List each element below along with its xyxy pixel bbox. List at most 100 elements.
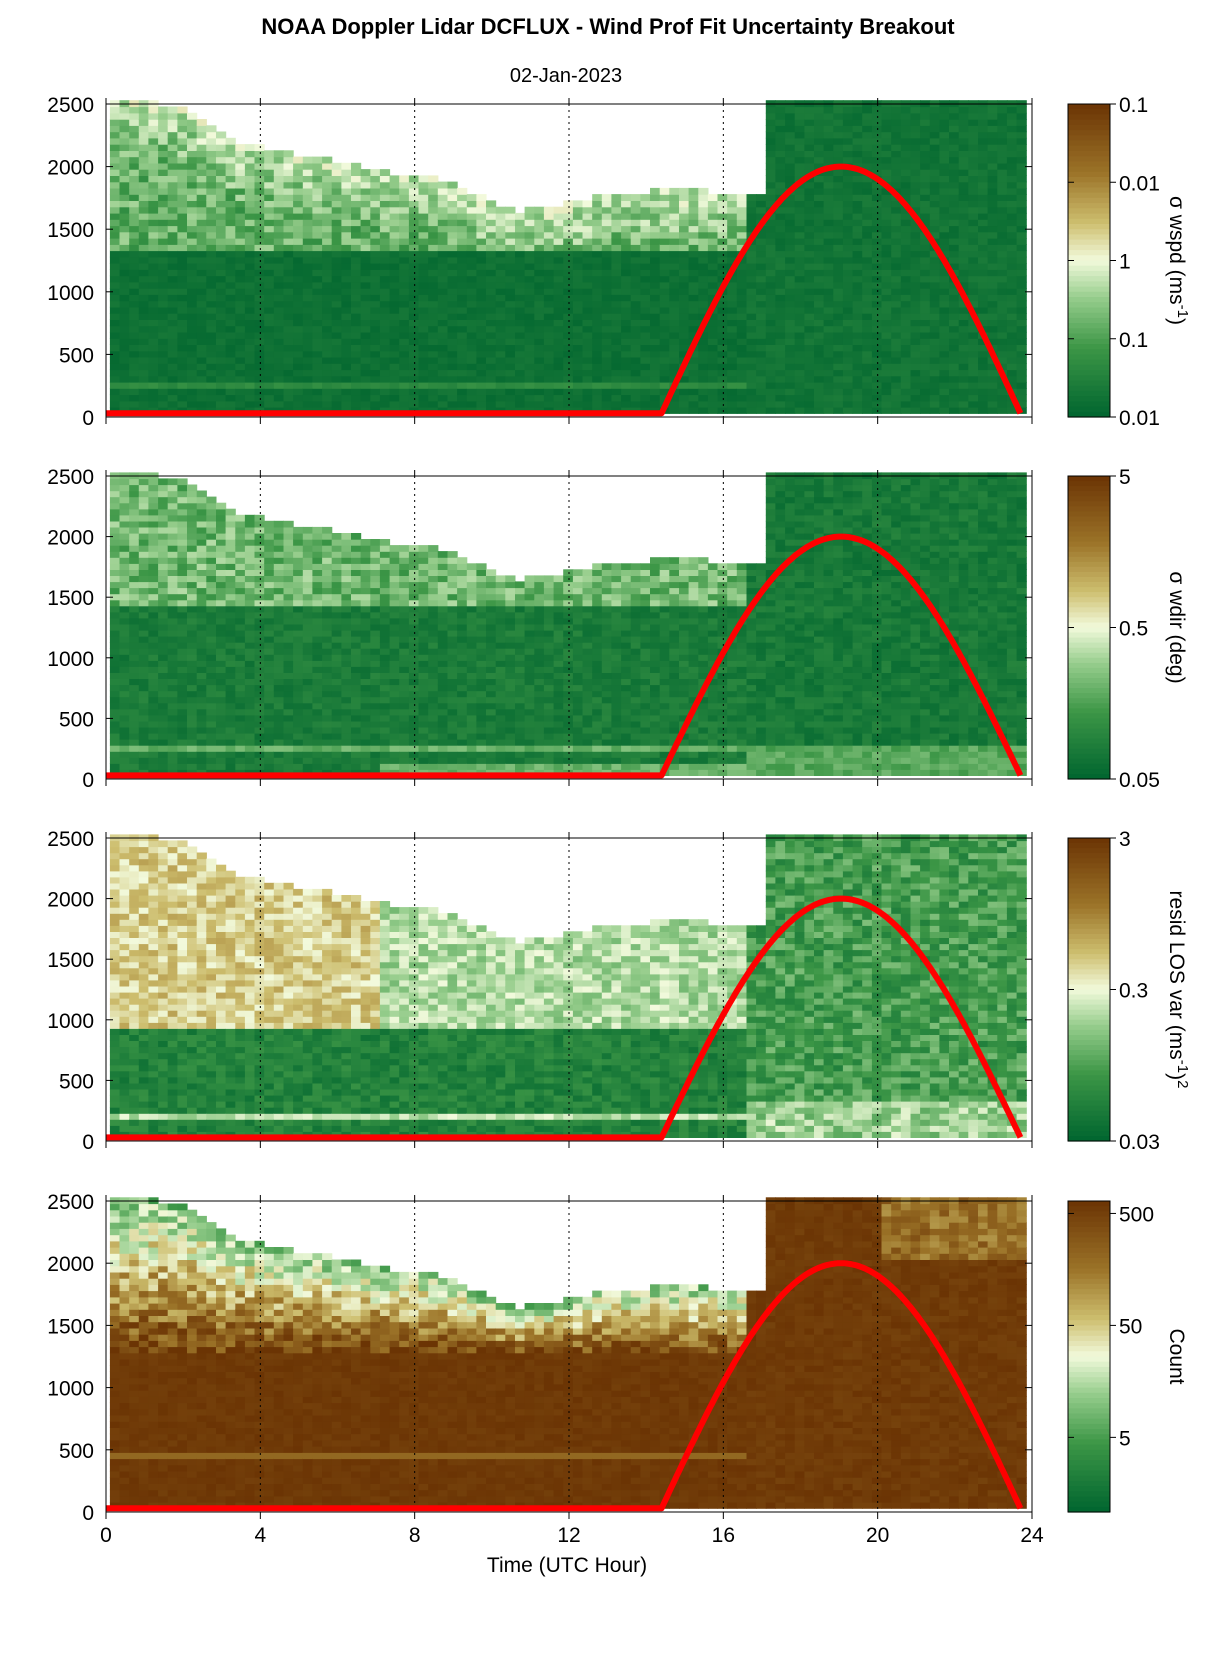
heatmap-cell [109,599,121,607]
heatmap-cell [331,219,342,227]
heatmap-cell [679,344,690,352]
colorbar-label: σ wspd (ms-1) [1165,196,1192,325]
heatmap-cell [351,200,362,208]
heatmap-cell [273,581,284,589]
heatmap-cell [264,313,275,320]
heatmap-cell [881,231,892,239]
heatmap-cell [235,338,246,345]
heatmap-cell [312,162,323,170]
heatmap-cell [679,338,690,345]
heatmap-cell [987,119,998,126]
heatmap-cell [659,281,670,289]
heatmap-cell [543,388,555,396]
heatmap-cell [158,720,169,728]
heatmap-cell [293,162,304,170]
heatmap-cell [196,231,207,239]
heatmap-cell [216,587,227,595]
heatmap-cell [129,344,140,352]
heatmap-cell [389,225,400,233]
heatmap-cell [997,125,1008,133]
heatmap-cell [698,281,709,289]
heatmap-cell [158,206,169,214]
heatmap-cell [794,125,805,133]
heatmap-cell [216,244,227,252]
heatmap-cell [167,654,178,661]
heatmap-cell [630,338,641,345]
heatmap-cell [756,288,767,295]
heatmap-cell [225,281,236,289]
heatmap-cell [978,356,989,364]
heatmap-cell [379,306,391,314]
heatmap-cell [997,256,1008,264]
heatmap-cell [794,306,805,314]
heatmap-cell [717,394,728,402]
heatmap-cell [949,319,960,327]
heatmap-cell [852,238,863,245]
heatmap-cell [206,551,217,558]
heatmap-cell [679,187,690,195]
heatmap-cell [187,187,198,195]
heatmap-cell [148,394,159,402]
heatmap-cell [119,381,130,389]
heatmap-cell [717,275,728,283]
heatmap-cell [929,187,940,195]
heatmap-cell [891,306,902,314]
heatmap-cell [640,275,651,283]
heatmap-cell [148,660,159,667]
heatmap-cell [621,288,632,295]
heatmap-cell [187,520,198,528]
heatmap-cell [949,350,960,358]
heatmap-cell [264,563,275,570]
heatmap-cell [524,375,535,383]
heatmap-cell [650,338,661,345]
heatmap-cell [418,306,429,314]
heatmap-cell [611,294,622,302]
heatmap-cell [572,269,584,277]
heatmap-cell [447,319,458,327]
heatmap-cell [109,648,121,655]
heatmap-cell [582,381,593,389]
heatmap-cell [997,407,1008,414]
heatmap-cell [978,313,989,320]
heatmap-cell [669,331,680,339]
heatmap-cell [862,306,873,314]
heatmap-cell [273,623,284,631]
heatmap-cell [640,306,651,314]
heatmap-cell [553,338,564,345]
heatmap-cell [572,294,584,302]
heatmap-cell [322,275,333,283]
heatmap-cell [187,533,198,540]
heatmap-cell [505,212,516,220]
heatmap-cell [379,338,391,345]
heatmap-cell [862,338,873,345]
heatmap-cell [563,244,574,252]
heatmap-cell [129,563,140,570]
heatmap-cell [283,363,294,371]
heatmap-cell [910,313,921,320]
heatmap-cell [360,250,371,258]
heatmap-cell [775,381,786,389]
heatmap-cell [746,256,757,264]
heatmap-cell [225,672,236,679]
heatmap-cell [293,300,304,308]
heatmap-cell [862,150,873,158]
heatmap-cell [196,331,207,339]
heatmap-cell [920,206,931,214]
heatmap-cell [138,545,149,552]
heatmap-cell [505,263,516,270]
heatmap-cell [852,225,863,233]
heatmap-cell [457,356,468,364]
heatmap-cell [331,350,342,358]
heatmap-cell [669,244,680,252]
heatmap-cell [534,338,545,345]
heatmap-cell [785,144,796,151]
heatmap-cell [476,331,487,339]
heatmap-cell [978,269,989,277]
heatmap-cell [842,288,854,295]
heatmap-cell [659,231,670,239]
heatmap-cell [920,306,931,314]
heatmap-cell [968,388,979,396]
heatmap-cell [273,200,284,208]
heatmap-cell [119,526,130,534]
heatmap-cell [611,250,622,258]
